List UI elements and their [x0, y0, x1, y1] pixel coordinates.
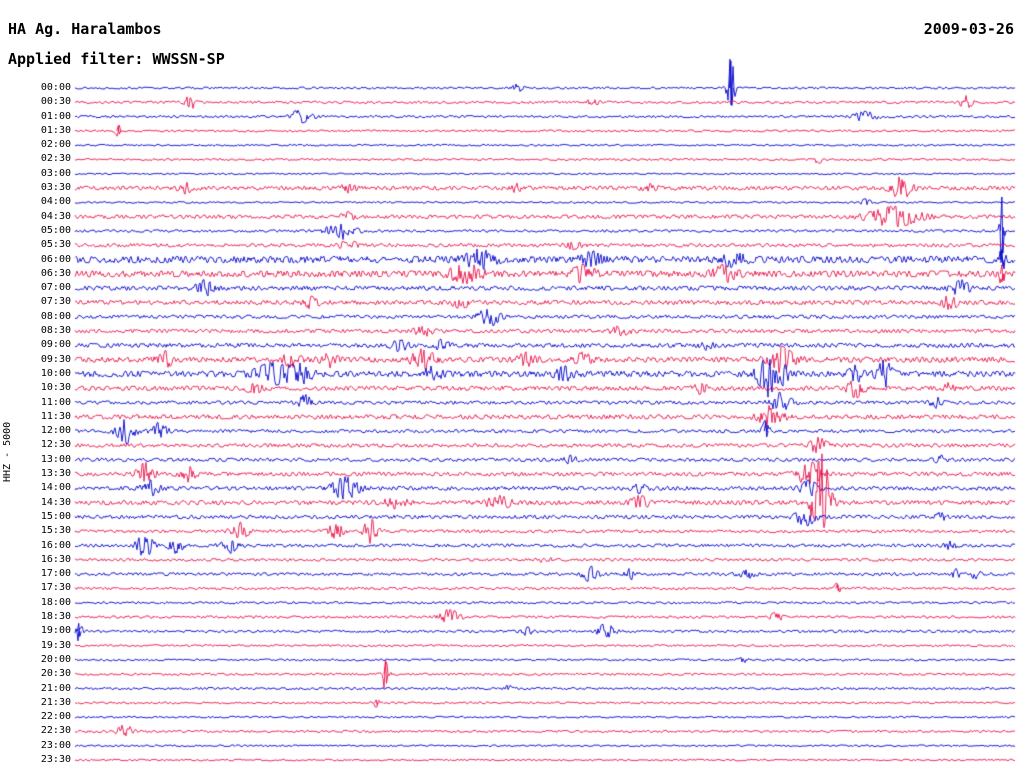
helicorder-page: HA Ag. Haralambos 2009-03-26 Applied fil… [0, 0, 1024, 780]
seismogram-canvas [0, 0, 1024, 780]
